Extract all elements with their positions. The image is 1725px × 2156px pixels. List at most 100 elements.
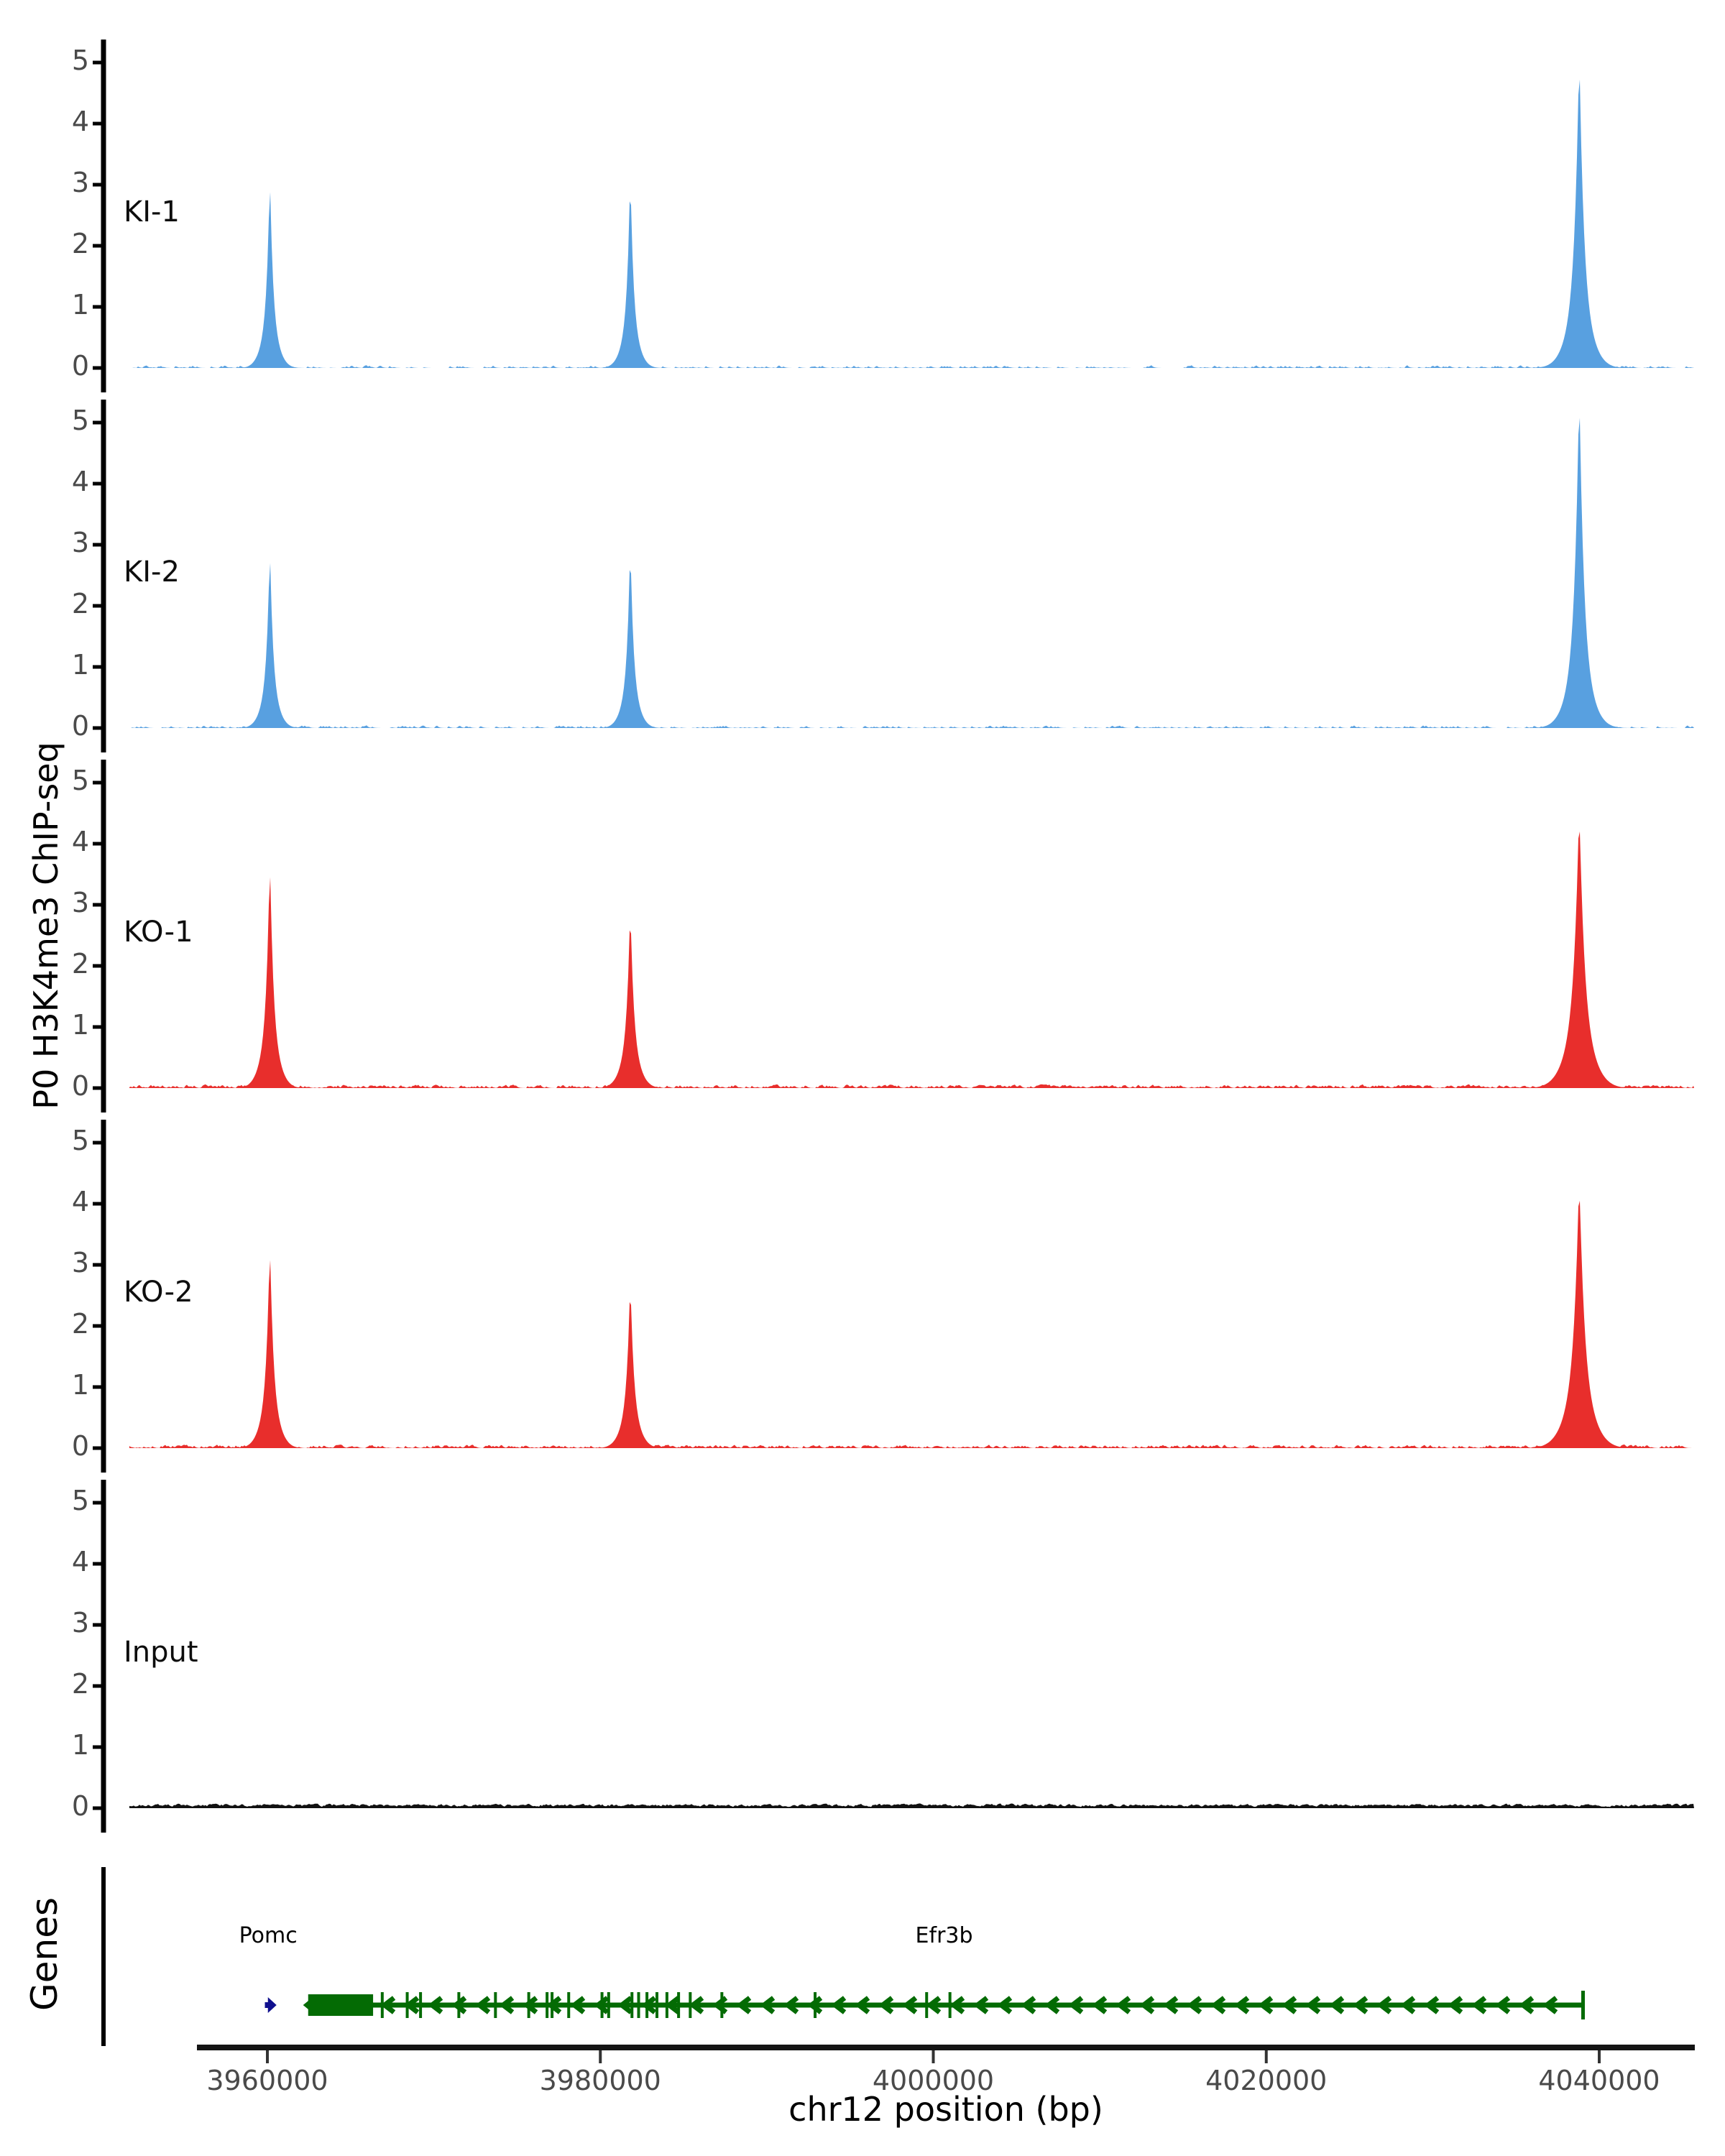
strand-chevron-left <box>689 1996 704 2014</box>
y-tick-label: 3 <box>71 527 89 558</box>
track-label-KI-1: KI-1 <box>124 195 180 229</box>
y-tick <box>93 1324 104 1328</box>
strand-chevron-left <box>475 1996 491 2014</box>
y-tick-label: 1 <box>71 289 89 321</box>
y-tick-label: 2 <box>71 1308 89 1340</box>
strand-chevron-left <box>1116 1996 1131 2014</box>
signal-area-Input <box>129 1803 1694 1808</box>
strand-chevron-left <box>783 1996 799 2014</box>
x-tick-label: 3980000 <box>539 2065 661 2096</box>
y-tick <box>93 1202 104 1206</box>
strand-chevron-left <box>1495 1996 1511 2014</box>
strand-chevron-left <box>831 1996 847 2014</box>
strand-chevron-left <box>665 1996 681 2014</box>
gene-exon-tick <box>637 1992 640 2018</box>
x-tick <box>599 2050 602 2063</box>
track-label-KO-1: KO-1 <box>124 916 193 949</box>
y-tick-label: 5 <box>71 1485 89 1516</box>
y-tick <box>93 1501 104 1505</box>
strand-chevron-left <box>617 1996 633 2014</box>
y-tick <box>93 1446 104 1450</box>
strand-chevron-left <box>546 1996 562 2014</box>
strand-chevron-left <box>1187 1996 1202 2014</box>
strand-chevron-left <box>1163 1996 1179 2014</box>
y-tick <box>93 1141 104 1145</box>
strand-chevron-left <box>1519 1996 1535 2014</box>
strand-chevron-left <box>1329 1996 1345 2014</box>
strand-chevron-left <box>1376 1996 1392 2014</box>
strand-chevron-left <box>1448 1996 1463 2014</box>
strand-chevron-left <box>878 1996 894 2014</box>
y-tick <box>93 121 104 126</box>
y-tick <box>93 543 104 547</box>
y-axis-spine-Input <box>101 1480 106 1833</box>
strand-chevron-left <box>926 1996 942 2014</box>
gene-name-label-Efr3b: Efr3b <box>915 1923 973 1948</box>
y-tick-label: 5 <box>71 765 89 796</box>
strand-chevron-left <box>712 1996 728 2014</box>
y-tick-label: 1 <box>71 1369 89 1401</box>
y-tick <box>93 1086 104 1090</box>
strand-chevron-left <box>499 1996 515 2014</box>
strand-chevron-left <box>1234 1996 1250 2014</box>
y-tick <box>93 482 104 486</box>
strand-chevron-left <box>1068 1996 1084 2014</box>
gene-exon-tick <box>656 1992 659 2018</box>
y-axis-spine-KO-1 <box>101 760 106 1112</box>
y-tick <box>93 305 104 309</box>
y-tick-label: 0 <box>71 1070 89 1102</box>
y-tick <box>93 244 104 248</box>
gene-arrow-head-Pomc <box>267 1997 277 2013</box>
x-axis-line <box>197 2045 1695 2050</box>
y-tick-label: 5 <box>71 405 89 436</box>
x-tick <box>1598 2050 1601 2063</box>
strand-chevron-left <box>1139 1996 1155 2014</box>
y-tick <box>93 1025 104 1029</box>
gene-exon-box-Efr3b <box>308 1994 374 2016</box>
y-tick <box>93 1263 104 1267</box>
y-tick <box>93 420 104 425</box>
y-tick <box>93 1562 104 1566</box>
y-tick-label: 2 <box>71 588 89 619</box>
strand-chevron-left <box>1044 1996 1060 2014</box>
gene-exon-tick <box>720 1992 724 2018</box>
strand-chevron-left <box>807 1996 823 2014</box>
x-tick-label: 4000000 <box>872 2065 995 2096</box>
gene-exon-tick <box>677 1992 681 2018</box>
strand-chevron-left <box>1305 1996 1321 2014</box>
y-tick-label: 3 <box>71 1607 89 1639</box>
track-label-KI-2: KI-2 <box>124 556 180 589</box>
strand-chevron-left <box>523 1996 538 2014</box>
strand-chevron-left <box>997 1996 1013 2014</box>
strand-chevron-left <box>902 1996 918 2014</box>
genes-axis-spine <box>101 1867 106 2046</box>
y-tick <box>93 604 104 608</box>
strand-chevron-left <box>1424 1996 1440 2014</box>
y-tick <box>93 366 104 370</box>
y-tick-label: 4 <box>71 466 89 497</box>
y-tick-label: 2 <box>71 948 89 980</box>
y-tick <box>93 842 104 846</box>
gene-exon-tick <box>567 1992 571 2018</box>
strand-chevron-left <box>594 1996 610 2014</box>
strand-chevron-left <box>760 1996 776 2014</box>
y-tick-label: 1 <box>71 649 89 681</box>
strand-chevron-left <box>1021 1996 1036 2014</box>
gene-exon-tick <box>494 1992 497 2018</box>
y-tick-label: 1 <box>71 1729 89 1761</box>
y-axis-spine-KI-1 <box>101 40 106 392</box>
gene-line-Efr3b <box>306 2002 1583 2008</box>
y-tick-label: 2 <box>71 1668 89 1700</box>
y-tick-label: 3 <box>71 167 89 198</box>
y-tick <box>93 1745 104 1749</box>
strand-chevron-left <box>1092 1996 1108 2014</box>
y-tick-label: 3 <box>71 1247 89 1279</box>
gene-arrow-shaft-Pomc <box>264 2002 270 2008</box>
y-tick <box>93 964 104 968</box>
y-axis-spine-KI-2 <box>101 400 106 752</box>
y-tick <box>93 903 104 907</box>
y-tick-label: 2 <box>71 228 89 259</box>
y-tick-label: 4 <box>71 106 89 137</box>
